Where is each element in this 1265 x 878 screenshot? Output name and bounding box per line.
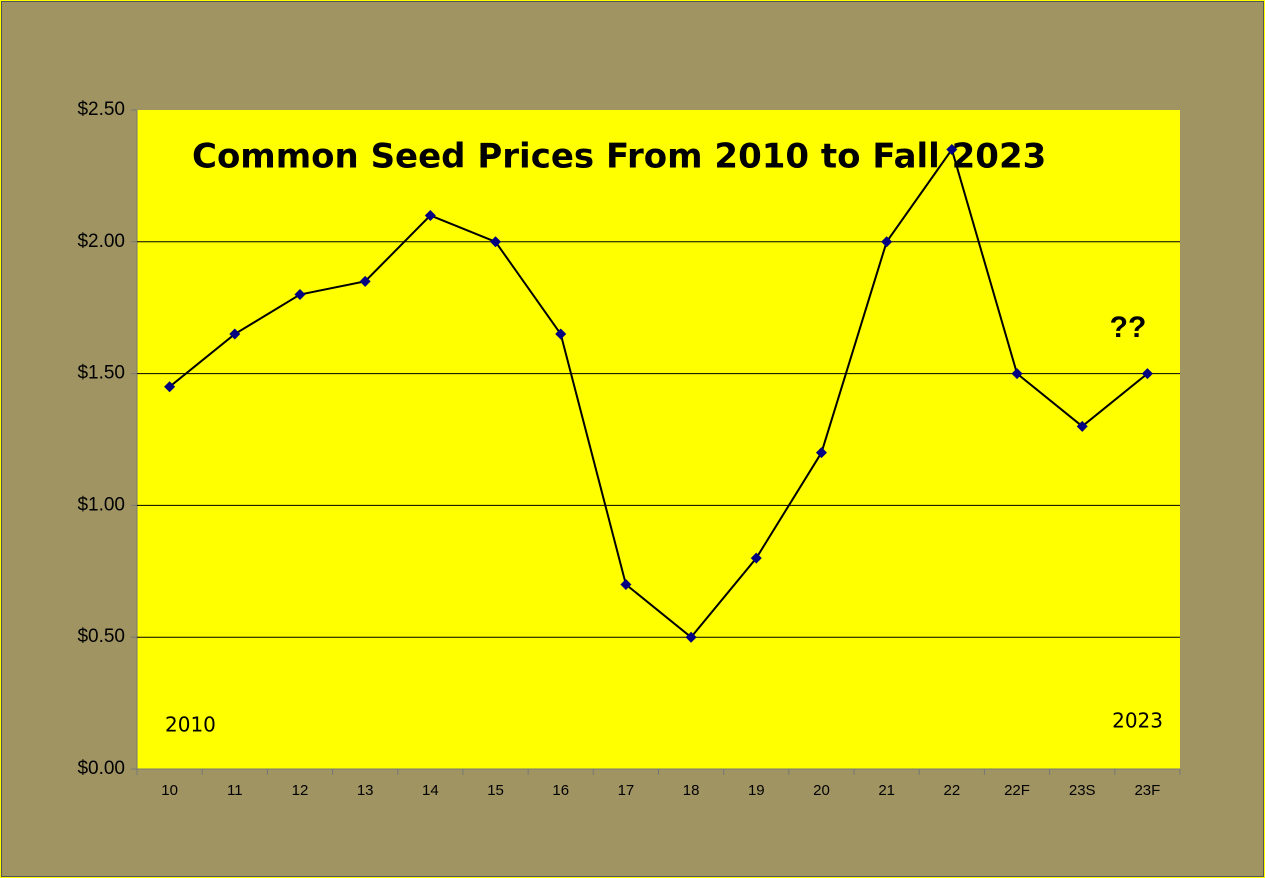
x-tick-label: 21 xyxy=(878,782,895,799)
marker xyxy=(750,552,762,564)
marker xyxy=(555,328,567,340)
chart-title: Common Seed Prices From 2010 to Fall 202… xyxy=(192,137,1046,177)
x-tick-label: 16 xyxy=(552,782,569,799)
line xyxy=(168,147,1149,639)
x-tick-label: 11 xyxy=(227,782,243,799)
marker xyxy=(881,236,893,248)
marker xyxy=(359,275,371,287)
x-tick-label: 10 xyxy=(161,782,178,799)
y-tick-label: $2.50 xyxy=(77,99,125,120)
marker xyxy=(946,144,958,156)
marker xyxy=(294,289,306,301)
marker xyxy=(490,236,502,248)
annotation: ?? xyxy=(1110,311,1147,344)
marker xyxy=(164,381,176,393)
y-tick-label: $0.50 xyxy=(77,626,125,647)
x-tick-label: 19 xyxy=(748,782,765,799)
marker xyxy=(1141,368,1153,380)
marker xyxy=(815,447,827,459)
marker xyxy=(229,328,241,340)
y-tick-label: $2.00 xyxy=(77,231,125,252)
x-tick-label: 12 xyxy=(292,782,309,799)
x-tick-label: 22F xyxy=(1004,782,1030,799)
marker xyxy=(1076,420,1088,432)
y-tick-label: $1.50 xyxy=(77,363,125,384)
y-tick-label: $1.00 xyxy=(77,494,125,515)
marker xyxy=(424,209,436,221)
marker xyxy=(1011,368,1023,380)
marker xyxy=(620,578,632,590)
x-tick-label: 15 xyxy=(487,782,504,799)
x-tick-label: 22 xyxy=(944,782,961,799)
y-tick-label: $0.00 xyxy=(77,758,125,779)
x-tick-label: 18 xyxy=(683,782,700,799)
annotation: 2023 xyxy=(1112,709,1163,733)
plot-area xyxy=(137,110,1180,769)
x-tick-label: 14 xyxy=(422,782,439,799)
x-tick-label: 13 xyxy=(357,782,374,799)
annotation: 2010 xyxy=(165,713,216,737)
x-tick-label: 17 xyxy=(618,782,635,799)
x-tick-label: 23S xyxy=(1069,782,1096,799)
marker xyxy=(685,631,697,643)
x-tick-label: 20 xyxy=(813,782,830,799)
x-tick-label: 23F xyxy=(1134,782,1160,799)
